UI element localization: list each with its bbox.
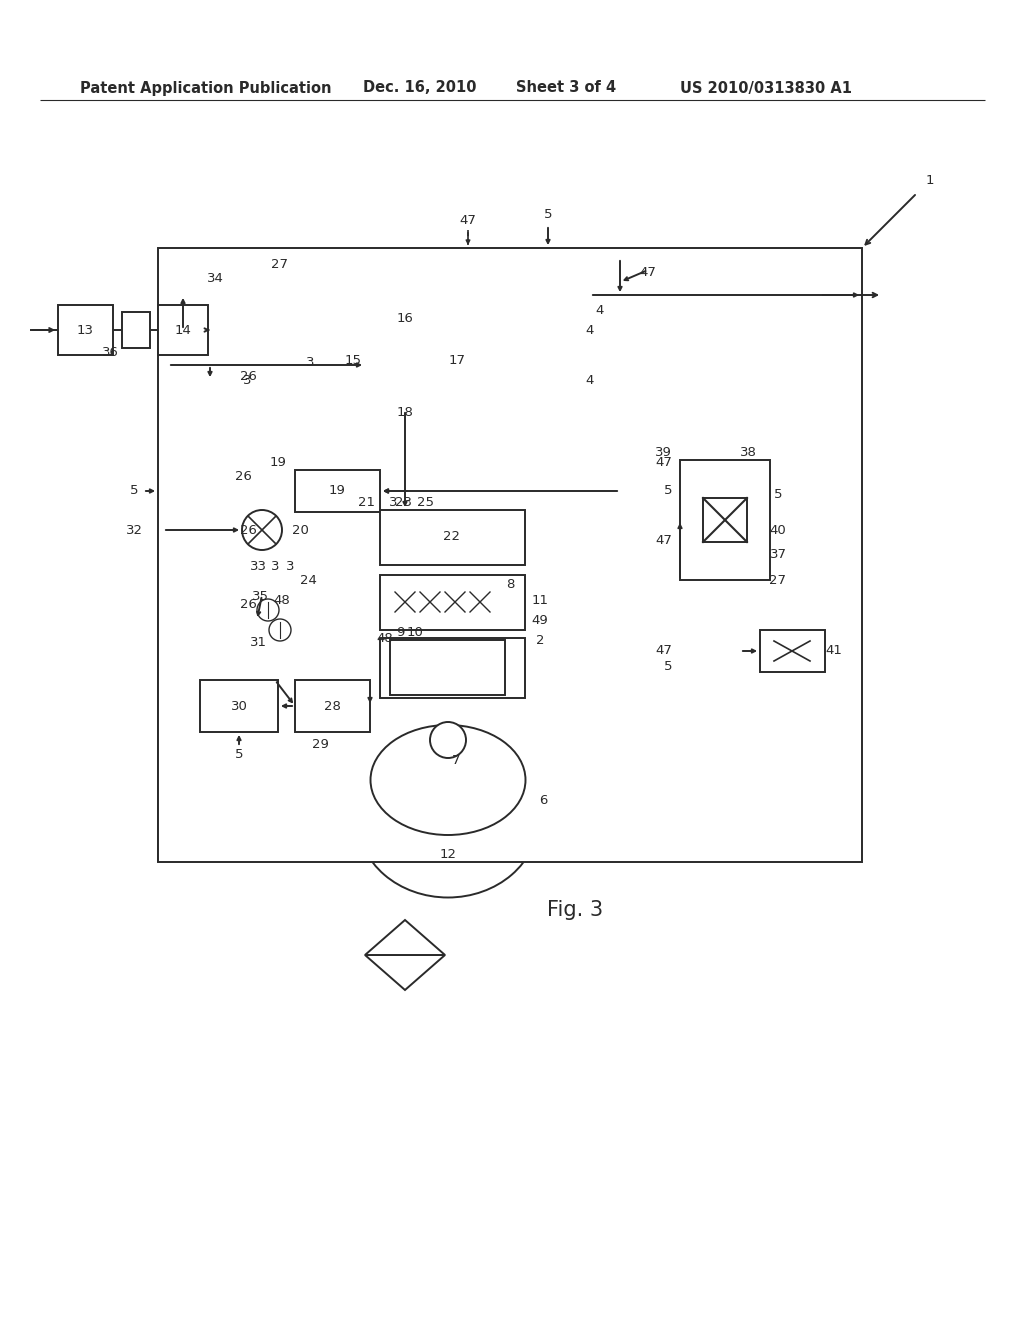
Text: 47: 47 xyxy=(655,533,672,546)
Text: 26: 26 xyxy=(240,598,256,611)
Text: 5: 5 xyxy=(774,488,782,502)
Text: 38: 38 xyxy=(739,446,757,459)
Text: 6: 6 xyxy=(539,793,547,807)
Text: 32: 32 xyxy=(126,524,143,536)
Text: 27: 27 xyxy=(271,259,289,272)
Text: 9: 9 xyxy=(396,626,404,639)
Text: 5: 5 xyxy=(544,209,552,222)
Text: 15: 15 xyxy=(344,354,361,367)
Text: 47: 47 xyxy=(640,265,656,279)
Text: 4: 4 xyxy=(596,304,604,317)
Text: 39: 39 xyxy=(655,446,672,459)
Text: 19: 19 xyxy=(269,457,286,470)
Text: 5: 5 xyxy=(664,660,672,672)
Polygon shape xyxy=(365,954,445,990)
Text: 28: 28 xyxy=(324,700,340,713)
Text: 4: 4 xyxy=(586,374,594,387)
Text: 1: 1 xyxy=(926,173,934,186)
Text: 41: 41 xyxy=(825,644,843,657)
Circle shape xyxy=(257,599,279,620)
Bar xyxy=(380,510,525,565)
Text: 26: 26 xyxy=(234,470,252,483)
Bar xyxy=(380,576,525,630)
Text: 34: 34 xyxy=(207,272,223,285)
Text: 5: 5 xyxy=(664,483,672,496)
Text: 26: 26 xyxy=(240,524,256,536)
Text: 37: 37 xyxy=(769,549,786,561)
Text: 3: 3 xyxy=(270,561,280,573)
Text: 47: 47 xyxy=(655,455,672,469)
Text: 8: 8 xyxy=(506,578,514,591)
Text: 19: 19 xyxy=(329,484,345,498)
Bar xyxy=(703,498,746,543)
Text: 3: 3 xyxy=(306,355,314,368)
Circle shape xyxy=(269,619,291,642)
Text: 30: 30 xyxy=(230,700,248,713)
Text: 36: 36 xyxy=(101,346,119,359)
Text: 40: 40 xyxy=(770,524,786,536)
Text: 47: 47 xyxy=(655,644,672,657)
Text: 24: 24 xyxy=(300,573,316,586)
Text: 16: 16 xyxy=(396,312,414,325)
Text: Sheet 3 of 4: Sheet 3 of 4 xyxy=(516,81,616,95)
Text: 3: 3 xyxy=(243,374,251,387)
Text: 29: 29 xyxy=(311,738,329,751)
Text: 10: 10 xyxy=(407,626,424,639)
Bar xyxy=(158,305,208,355)
Bar xyxy=(295,470,380,512)
Text: US 2010/0313830 A1: US 2010/0313830 A1 xyxy=(680,81,852,95)
Text: 13: 13 xyxy=(77,323,93,337)
Text: 33: 33 xyxy=(250,561,266,573)
Text: 18: 18 xyxy=(396,405,414,418)
Bar xyxy=(158,248,862,862)
Text: 48: 48 xyxy=(377,631,393,644)
Text: 4: 4 xyxy=(586,323,594,337)
Text: 21: 21 xyxy=(358,496,375,510)
Polygon shape xyxy=(365,920,445,954)
Bar xyxy=(58,305,113,355)
Text: 12: 12 xyxy=(439,849,457,862)
Circle shape xyxy=(242,510,282,550)
Bar xyxy=(200,680,278,733)
Bar xyxy=(760,630,825,672)
Text: 5: 5 xyxy=(129,484,138,498)
Text: 14: 14 xyxy=(174,323,191,337)
Text: 3: 3 xyxy=(286,561,294,573)
Text: 20: 20 xyxy=(292,524,308,536)
Text: 47: 47 xyxy=(460,214,476,227)
Text: 23: 23 xyxy=(394,495,412,508)
Text: 3: 3 xyxy=(389,496,397,510)
Text: 25: 25 xyxy=(417,495,433,508)
Bar xyxy=(680,459,770,579)
Text: 2: 2 xyxy=(536,634,544,647)
Text: 5: 5 xyxy=(234,747,244,760)
Text: 26: 26 xyxy=(240,371,256,384)
Ellipse shape xyxy=(358,742,538,898)
Text: 11: 11 xyxy=(531,594,549,606)
Text: 7: 7 xyxy=(452,754,460,767)
Text: 35: 35 xyxy=(252,590,268,603)
Text: 31: 31 xyxy=(250,635,266,648)
Circle shape xyxy=(430,722,466,758)
Text: Fig. 3: Fig. 3 xyxy=(547,900,603,920)
Text: 49: 49 xyxy=(531,614,549,627)
Bar xyxy=(295,680,370,733)
Text: Patent Application Publication: Patent Application Publication xyxy=(80,81,332,95)
Bar xyxy=(390,640,505,696)
Text: 27: 27 xyxy=(769,573,786,586)
Text: Dec. 16, 2010: Dec. 16, 2010 xyxy=(362,81,476,95)
Bar xyxy=(122,312,150,348)
Bar xyxy=(380,638,525,698)
Text: 22: 22 xyxy=(443,531,461,544)
Text: 48: 48 xyxy=(273,594,291,606)
Text: 17: 17 xyxy=(449,354,466,367)
